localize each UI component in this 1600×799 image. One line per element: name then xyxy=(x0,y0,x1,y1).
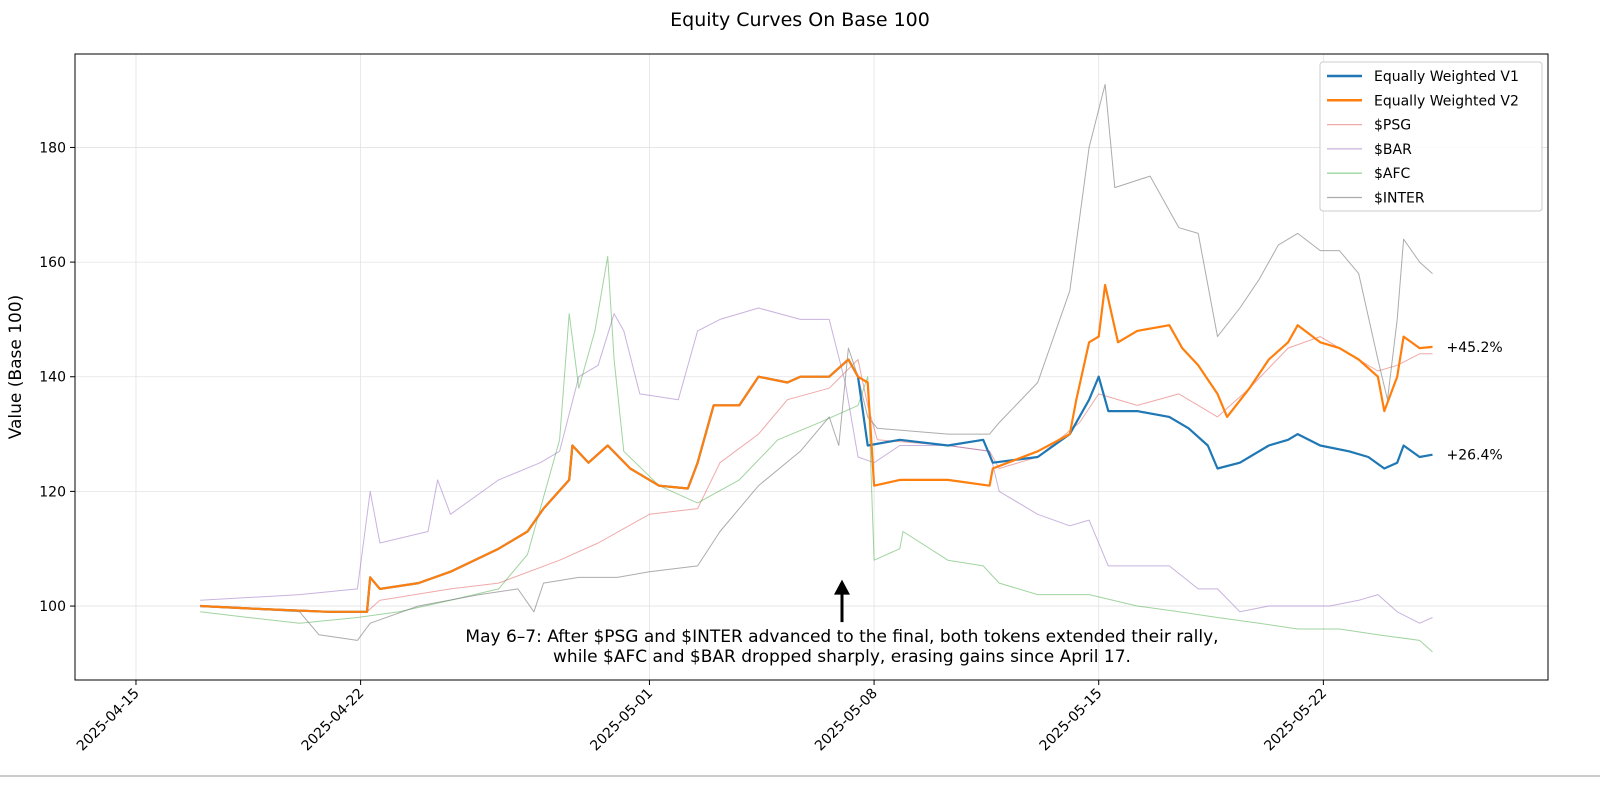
legend: Equally Weighted V1 Equally Weighted V2 $P… xyxy=(1319,61,1543,212)
x-tick-label: 2025-05-15 xyxy=(1037,686,1106,755)
series-line-psg xyxy=(200,336,1433,613)
legend-label: $BAR xyxy=(1374,142,1412,158)
x-tick-label: 2025-04-22 xyxy=(299,686,368,755)
series-line-afc xyxy=(200,255,1433,653)
legend-box xyxy=(1319,61,1543,212)
end-label: +26.4% xyxy=(1446,448,1502,464)
series-lines xyxy=(200,83,1433,653)
annotation-arrow-head-icon xyxy=(833,579,850,595)
end-labels: +45.2% +26.4% xyxy=(1446,340,1502,464)
y-tick-label: 120 xyxy=(39,484,66,500)
legend-label: $PSG xyxy=(1374,118,1411,134)
annotation-text: May 6–7: After $PSG and $INTER advanced … xyxy=(465,627,1218,647)
y-axis-label: Value (Base 100) xyxy=(6,295,26,440)
annotation-text: while $AFC and $BAR dropped sharply, era… xyxy=(553,647,1131,667)
chart-title: Equity Curves On Base 100 xyxy=(670,9,930,31)
x-tick-label: 2025-05-22 xyxy=(1261,686,1330,755)
x-tick-label: 2025-05-01 xyxy=(587,686,656,755)
legend-label: $INTER xyxy=(1374,191,1425,207)
series-line-equally-weighted-v2 xyxy=(200,283,1433,613)
plot-frame xyxy=(74,53,1549,681)
series-line-bar xyxy=(200,307,1433,624)
legend-label: Equally Weighted V2 xyxy=(1374,93,1519,109)
end-label: +45.2% xyxy=(1446,340,1502,356)
legend-label: $AFC xyxy=(1374,166,1411,182)
y-tick-label: 140 xyxy=(39,370,66,386)
annotation: May 6–7: After $PSG and $INTER advanced … xyxy=(465,579,1219,667)
x-tick-label: 2025-05-08 xyxy=(812,686,881,755)
x-tick-label: 2025-04-15 xyxy=(74,686,143,755)
series-line-equally-weighted-v1 xyxy=(200,358,1433,613)
y-tick-label: 160 xyxy=(39,255,66,271)
y-tick-label: 180 xyxy=(39,140,66,156)
series-line-inter xyxy=(200,83,1433,641)
y-tick-label: 100 xyxy=(39,599,66,615)
legend-label: Equally Weighted V1 xyxy=(1374,69,1519,85)
